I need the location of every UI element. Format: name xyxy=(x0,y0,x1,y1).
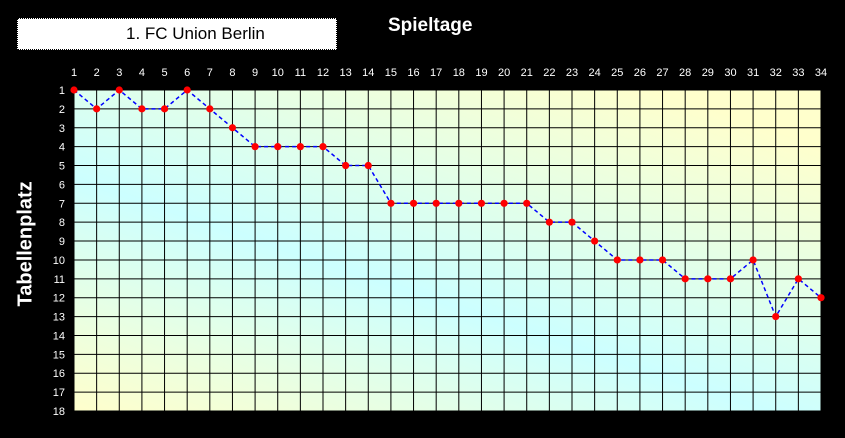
y-tick-label: 2 xyxy=(59,104,65,116)
y-axis-label: Tabellenplatz xyxy=(14,181,37,307)
data-point xyxy=(115,86,123,94)
x-tick-label: 20 xyxy=(498,67,510,79)
data-point xyxy=(409,199,418,207)
y-tick-label: 1 xyxy=(59,85,65,97)
data-point xyxy=(364,161,372,170)
x-tick-label: 31 xyxy=(747,67,759,79)
y-tick-label: 8 xyxy=(59,217,65,229)
data-point xyxy=(726,275,735,283)
x-tick-label: 26 xyxy=(634,67,646,79)
y-tick-label: 3 xyxy=(59,123,65,135)
x-tick-label: 4 xyxy=(139,67,145,79)
legend xyxy=(17,18,337,50)
data-point xyxy=(477,199,486,207)
data-point xyxy=(455,199,463,207)
y-tick-label: 15 xyxy=(53,349,65,361)
chart-title: Spieltage xyxy=(388,15,473,36)
y-tick-label: 12 xyxy=(53,293,65,305)
x-tick-label: 23 xyxy=(566,67,578,79)
data-point xyxy=(319,143,327,151)
y-tick-label: 9 xyxy=(59,236,65,248)
x-tick-label: 5 xyxy=(161,67,167,79)
x-tick-label: 28 xyxy=(679,67,691,79)
x-tick-label: 27 xyxy=(656,67,668,79)
data-point xyxy=(342,161,350,170)
data-point xyxy=(658,256,667,264)
y-tick-label: 4 xyxy=(59,142,65,154)
x-tick-label: 6 xyxy=(184,67,190,79)
x-tick-label: 2 xyxy=(94,67,100,79)
y-tick-label: 13 xyxy=(53,312,65,324)
data-point xyxy=(432,199,440,207)
data-point xyxy=(183,86,191,94)
x-tick-label: 30 xyxy=(724,67,736,79)
data-point xyxy=(613,256,621,264)
legend-label: 1. FC Union Berlin xyxy=(126,24,265,43)
plot-area xyxy=(74,90,821,411)
x-tick-label: 7 xyxy=(207,67,213,79)
data-point xyxy=(545,218,553,226)
y-tick-label: 16 xyxy=(53,368,65,380)
series-group xyxy=(70,86,825,321)
x-tick-label: 15 xyxy=(385,67,397,79)
data-point xyxy=(138,105,146,113)
x-tick-label: 3 xyxy=(116,67,122,79)
x-tick-label: 9 xyxy=(252,67,258,79)
x-tick-label: 24 xyxy=(589,67,601,79)
x-tick-label: 21 xyxy=(521,67,533,79)
x-tick-label: 16 xyxy=(407,67,419,79)
x-tick-label: 33 xyxy=(792,67,804,79)
data-point xyxy=(591,237,599,245)
data-point xyxy=(206,105,214,113)
data-point xyxy=(251,143,259,151)
x-tick-label: 12 xyxy=(317,67,329,79)
x-tick-label: 19 xyxy=(475,67,487,79)
y-tick-label: 11 xyxy=(54,274,65,286)
y-tick-label: 18 xyxy=(53,406,65,418)
data-point xyxy=(274,143,282,151)
data-point xyxy=(704,275,712,283)
y-tick-label: 17 xyxy=(53,387,65,399)
data-point xyxy=(296,143,304,151)
data-point xyxy=(160,105,169,113)
data-point xyxy=(93,105,101,113)
data-point xyxy=(772,312,780,321)
data-point xyxy=(794,275,802,283)
x-tick-label: 10 xyxy=(272,67,284,79)
data-point xyxy=(749,256,757,264)
data-point xyxy=(523,199,531,207)
data-point xyxy=(636,256,644,264)
x-tick-label: 13 xyxy=(340,67,352,79)
data-point xyxy=(681,275,689,283)
x-tick-label: 22 xyxy=(543,67,555,79)
x-tick-label: 25 xyxy=(611,67,623,79)
x-tick-label: 1 xyxy=(71,67,77,79)
data-point xyxy=(70,86,78,94)
y-tick-label: 14 xyxy=(53,330,65,342)
x-tick-label: 8 xyxy=(229,67,235,79)
data-point xyxy=(228,124,237,132)
y-tick-label: 6 xyxy=(59,179,65,191)
x-tick-label: 29 xyxy=(702,67,714,79)
series-line xyxy=(73,89,822,319)
data-point xyxy=(500,199,508,207)
x-tick-label: 32 xyxy=(770,67,782,79)
data-point xyxy=(817,294,825,302)
x-tick-label: 17 xyxy=(430,67,442,79)
x-tick-label: 14 xyxy=(362,67,374,79)
y-tick-label: 10 xyxy=(53,255,65,267)
x-tick-label: 34 xyxy=(815,67,827,79)
y-tick-label: 7 xyxy=(59,198,65,210)
y-tick-label: 5 xyxy=(59,161,65,173)
data-point xyxy=(568,218,576,226)
data-point xyxy=(387,199,395,207)
x-tick-labels: 1 2 3 4 5 6 7 8 9 10 11 12 13 14 15 16 17 18 19 20 21 22 23 24 2… xyxy=(71,67,827,79)
x-tick-label: 18 xyxy=(453,67,465,79)
x-tick-label: 11 xyxy=(295,67,306,79)
